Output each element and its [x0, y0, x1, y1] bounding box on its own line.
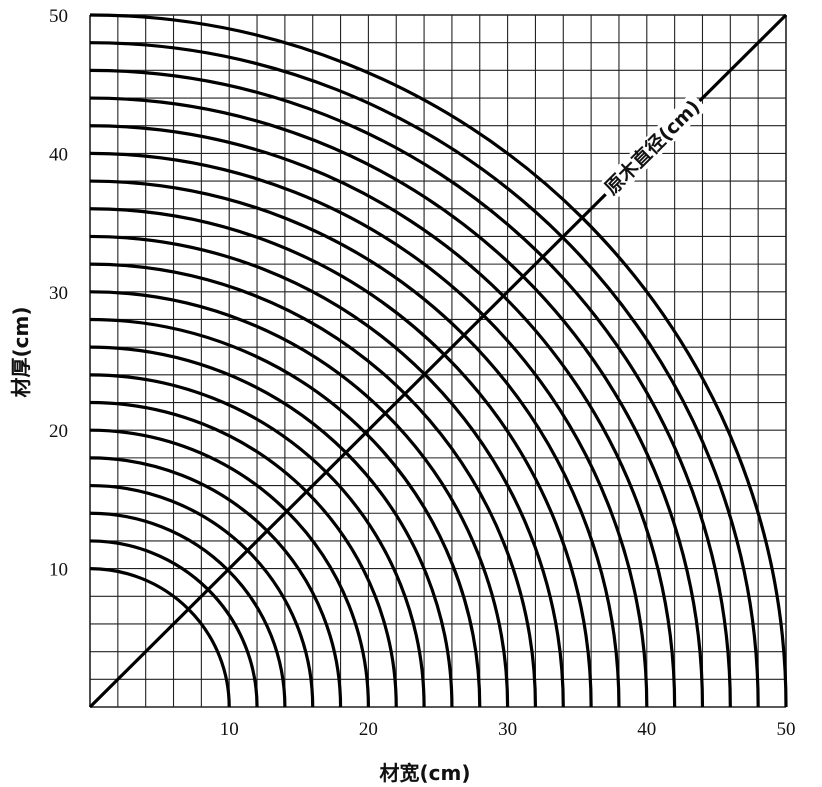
diagonal-label-background	[597, 92, 708, 203]
y-axis-label: 材厚(cm)	[9, 307, 33, 398]
y-tick-label: 10	[49, 560, 68, 581]
x-tick-label: 10	[220, 719, 239, 740]
x-tick-label: 50	[777, 719, 796, 740]
diagonal-label: 原木直径(cm)	[600, 95, 704, 199]
tick-labels: 10 20 30 40 50 10 20 30 40 50	[49, 6, 796, 740]
x-tick-label: 20	[359, 719, 378, 740]
x-axis-label: 材宽(cm)	[380, 761, 471, 785]
y-tick-label: 40	[49, 144, 68, 165]
y-tick-label: 30	[49, 283, 68, 304]
x-tick-label: 40	[637, 719, 656, 740]
x-tick-label: 30	[498, 719, 517, 740]
y-tick-label: 20	[49, 421, 68, 442]
y-tick-label: 50	[49, 6, 68, 27]
